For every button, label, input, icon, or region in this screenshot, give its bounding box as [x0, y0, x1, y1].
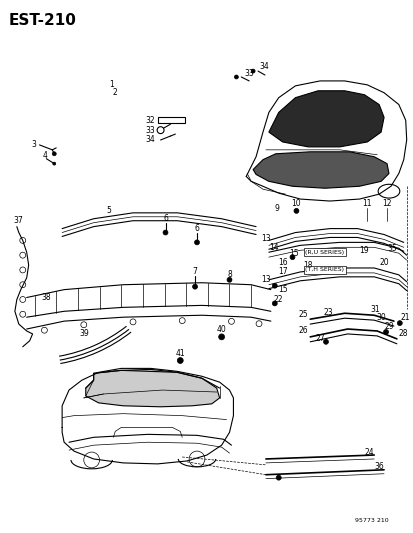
Text: 2: 2	[113, 88, 117, 97]
Text: 29: 29	[383, 321, 393, 330]
Circle shape	[163, 230, 168, 235]
Bar	[157, 117, 185, 123]
Text: 15: 15	[277, 285, 287, 294]
Text: 19: 19	[358, 246, 368, 255]
Text: 33: 33	[145, 126, 154, 135]
Text: 39: 39	[79, 329, 88, 338]
Text: 27: 27	[314, 334, 324, 343]
Text: 33: 33	[244, 69, 254, 77]
Text: 11: 11	[362, 199, 371, 208]
Text: 9: 9	[274, 205, 278, 213]
Text: 31: 31	[370, 305, 379, 314]
Text: 6: 6	[194, 224, 199, 233]
Text: 20: 20	[378, 257, 388, 266]
Text: 13: 13	[261, 275, 270, 284]
Circle shape	[323, 340, 328, 344]
Text: (T,H SERIES): (T,H SERIES)	[304, 268, 344, 272]
Text: 13: 13	[261, 234, 270, 243]
Text: 16: 16	[277, 257, 287, 266]
Circle shape	[396, 321, 401, 326]
Text: 14: 14	[268, 243, 278, 252]
Text: 23: 23	[323, 308, 332, 317]
Text: 5: 5	[106, 206, 111, 215]
Text: 38: 38	[41, 293, 51, 302]
Text: 7: 7	[192, 268, 197, 277]
Text: 30: 30	[375, 313, 385, 322]
Text: 26: 26	[298, 327, 308, 335]
Text: 34: 34	[145, 135, 154, 144]
Circle shape	[52, 152, 56, 156]
Text: 1: 1	[109, 80, 114, 90]
Circle shape	[251, 69, 254, 73]
Circle shape	[234, 75, 238, 79]
Text: 24: 24	[363, 448, 373, 457]
Text: 25: 25	[298, 310, 308, 319]
Text: 40: 40	[216, 325, 226, 334]
Text: 95773 210: 95773 210	[354, 518, 387, 522]
Text: 8: 8	[227, 270, 231, 279]
Circle shape	[52, 162, 56, 165]
Text: 28: 28	[398, 329, 407, 338]
Polygon shape	[252, 152, 388, 188]
Text: 34: 34	[259, 62, 268, 71]
Text: 36: 36	[373, 462, 383, 471]
Polygon shape	[268, 91, 383, 147]
Text: 37: 37	[13, 216, 23, 225]
Circle shape	[293, 208, 298, 213]
Text: 32: 32	[145, 116, 154, 125]
Text: (R,U SERIES): (R,U SERIES)	[304, 250, 344, 255]
Circle shape	[192, 284, 197, 289]
Text: 12: 12	[381, 199, 391, 208]
Circle shape	[218, 334, 224, 340]
Text: 18: 18	[303, 261, 312, 270]
Circle shape	[194, 240, 199, 245]
Text: EST-210: EST-210	[9, 13, 76, 28]
Circle shape	[272, 301, 277, 306]
Text: 22: 22	[273, 295, 283, 304]
Circle shape	[177, 358, 183, 364]
Text: 3: 3	[31, 140, 36, 149]
Circle shape	[272, 283, 277, 288]
Text: 4: 4	[43, 151, 47, 160]
Text: 35: 35	[386, 244, 396, 253]
Text: 21: 21	[400, 313, 409, 322]
Circle shape	[290, 255, 294, 260]
Circle shape	[382, 329, 387, 334]
Circle shape	[275, 475, 280, 480]
Circle shape	[226, 277, 231, 282]
Text: 15: 15	[289, 249, 299, 258]
Text: 41: 41	[175, 349, 185, 358]
Text: 6: 6	[163, 214, 168, 223]
Polygon shape	[85, 369, 219, 407]
Text: 17: 17	[277, 268, 287, 277]
Text: 10: 10	[291, 199, 301, 208]
